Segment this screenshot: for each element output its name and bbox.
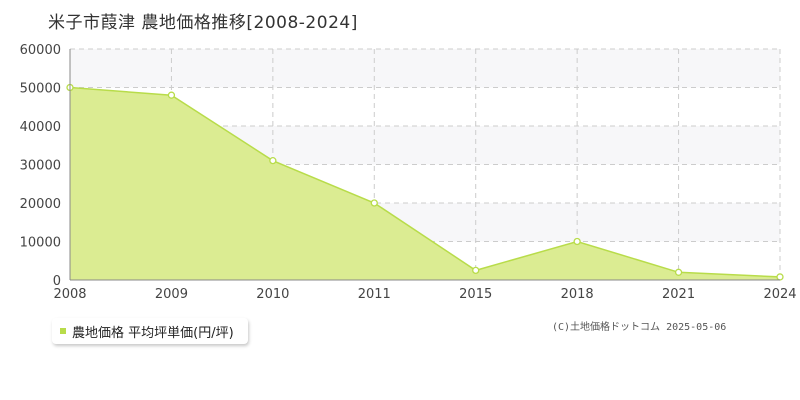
data-point: [472, 266, 480, 275]
y-tick-label: 0: [53, 274, 61, 289]
y-tick-label: 50000: [20, 82, 61, 97]
y-tick-label: 10000: [20, 236, 61, 251]
x-tick-label: 2021: [662, 287, 695, 302]
grid-band: [70, 49, 780, 88]
data-point: [167, 91, 176, 99]
y-tick-label: 20000: [20, 197, 61, 212]
x-tick-label: 2011: [358, 287, 391, 302]
copyright-text: (C)土地価格ドットコム 2025-05-06: [552, 322, 727, 333]
y-tick-label: 60000: [20, 43, 61, 58]
data-point: [370, 199, 378, 207]
series-area: [70, 87, 780, 280]
x-tick-label: 2018: [561, 287, 594, 302]
data-point: [269, 156, 277, 165]
data-point: [573, 237, 581, 246]
series-line: [69, 86, 781, 278]
data-point: [776, 273, 784, 281]
x-tick-label: 2015: [459, 287, 492, 302]
x-tick-label: 2009: [155, 287, 188, 302]
x-tick-label: 2008: [53, 287, 86, 302]
y-tick-label: 40000: [20, 120, 61, 135]
legend-swatch: [60, 328, 66, 334]
data-point: [674, 268, 683, 276]
y-tick-label: 30000: [20, 159, 61, 174]
x-tick-label: 2024: [763, 287, 796, 302]
legend-label: 農地価格 平均坪単価(円/坪): [72, 325, 234, 341]
x-tick-label: 2010: [256, 287, 289, 302]
legend: 農地価格 平均坪単価(円/坪): [52, 318, 248, 344]
chart-title: 米子市葭津 農地価格推移[2008-2024]: [48, 13, 358, 33]
